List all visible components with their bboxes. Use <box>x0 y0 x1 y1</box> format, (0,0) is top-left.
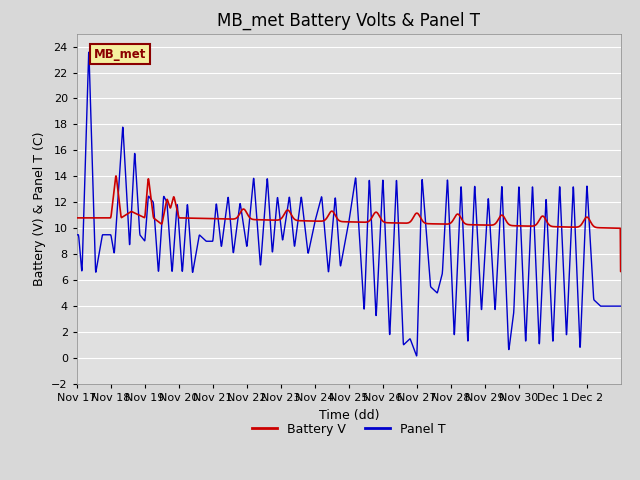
X-axis label: Time (dd): Time (dd) <box>319 408 379 421</box>
Legend: Battery V, Panel T: Battery V, Panel T <box>247 418 451 441</box>
Title: MB_met Battery Volts & Panel T: MB_met Battery Volts & Panel T <box>218 11 480 30</box>
Y-axis label: Battery (V) & Panel T (C): Battery (V) & Panel T (C) <box>33 132 45 286</box>
Text: MB_met: MB_met <box>94 48 146 60</box>
